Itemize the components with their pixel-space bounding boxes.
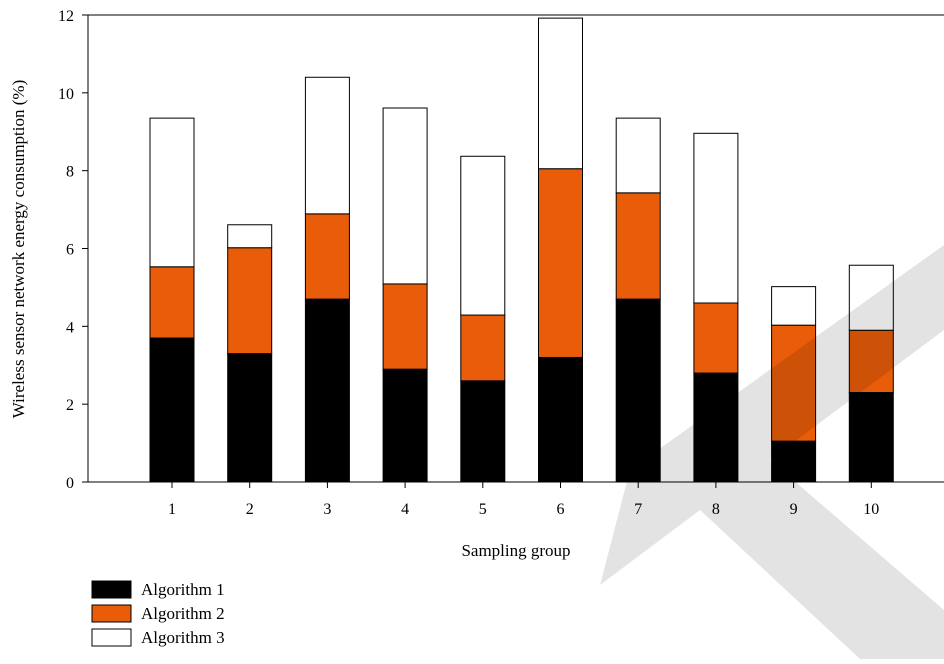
- y-tick-label: 12: [58, 8, 74, 25]
- x-tick-label: 9: [790, 501, 798, 518]
- bar-segment-series-1: [693, 372, 739, 483]
- bar-segment-series-2: [771, 324, 817, 442]
- y-axis-title: Wireless sensor network energy consumpti…: [9, 80, 28, 418]
- x-tick-label: 10: [863, 501, 879, 518]
- legend-swatch: [91, 604, 132, 623]
- legend-swatch: [91, 628, 132, 647]
- x-tick-label: 5: [479, 501, 487, 518]
- bar-segment-series-1: [149, 337, 195, 483]
- y-tick-label: 2: [66, 397, 74, 414]
- bar-segment-series-1: [848, 391, 894, 483]
- x-tick-label: 3: [323, 501, 331, 518]
- bar-segment-series-3: [538, 17, 583, 170]
- bars-group: [149, 17, 894, 483]
- bar-segment-series-2: [460, 314, 506, 382]
- bar-segment-series-2: [227, 247, 273, 355]
- bar-segment-series-3: [227, 224, 273, 249]
- bar-segment-series-2: [149, 266, 195, 339]
- legend-label: Algorithm 1: [141, 580, 225, 599]
- bar-segment-series-3: [771, 286, 817, 326]
- bar-segment-series-1: [382, 368, 428, 483]
- y-tick-label: 8: [66, 164, 74, 181]
- x-tick-label: 1: [168, 501, 176, 518]
- x-axis: 1 2 3 4 5 6 7 8 9 10: [168, 482, 879, 518]
- x-tick-label: 4: [401, 501, 409, 518]
- bar-segment-series-2: [615, 192, 661, 300]
- x-axis-title: Sampling group: [461, 541, 570, 560]
- bar-segment-series-2: [693, 302, 739, 374]
- y-axis: 0 2 4 6 8 10 12: [58, 8, 88, 492]
- x-tick-label: 6: [557, 501, 565, 518]
- legend-label: Algorithm 2: [141, 604, 225, 623]
- x-tick-label: 7: [634, 501, 642, 518]
- x-tick-label: 2: [246, 501, 254, 518]
- x-tick-label: 8: [712, 501, 720, 518]
- watermark-stroke: [600, 245, 944, 659]
- y-tick-label: 4: [66, 319, 74, 336]
- bar-segment-series-2: [538, 168, 583, 358]
- bar-segment-series-3: [382, 107, 428, 285]
- y-tick-label: 0: [66, 475, 74, 492]
- bar-segment-series-3: [848, 264, 894, 331]
- y-tick-label: 6: [66, 242, 74, 259]
- bar-segment-series-2: [848, 329, 894, 393]
- bar-segment-series-2: [382, 283, 428, 370]
- legend: Algorithm 1 Algorithm 2 Algorithm 3: [91, 580, 225, 647]
- bar-segment-series-1: [460, 380, 506, 483]
- y-tick-label: 10: [58, 86, 74, 103]
- bar-segment-series-3: [615, 117, 661, 194]
- legend-swatch: [91, 580, 132, 599]
- bar-segment-series-3: [460, 155, 506, 316]
- bar-segment-series-1: [304, 298, 350, 483]
- bar-segment-series-1: [227, 353, 273, 483]
- watermark: [600, 245, 944, 659]
- bar-segment-series-1: [538, 356, 583, 483]
- bar-segment-series-2: [304, 213, 350, 300]
- bar-segment-series-3: [693, 132, 739, 304]
- bar-segment-series-3: [149, 117, 195, 268]
- bar-segment-series-3: [304, 76, 350, 215]
- legend-label: Algorithm 3: [141, 628, 225, 647]
